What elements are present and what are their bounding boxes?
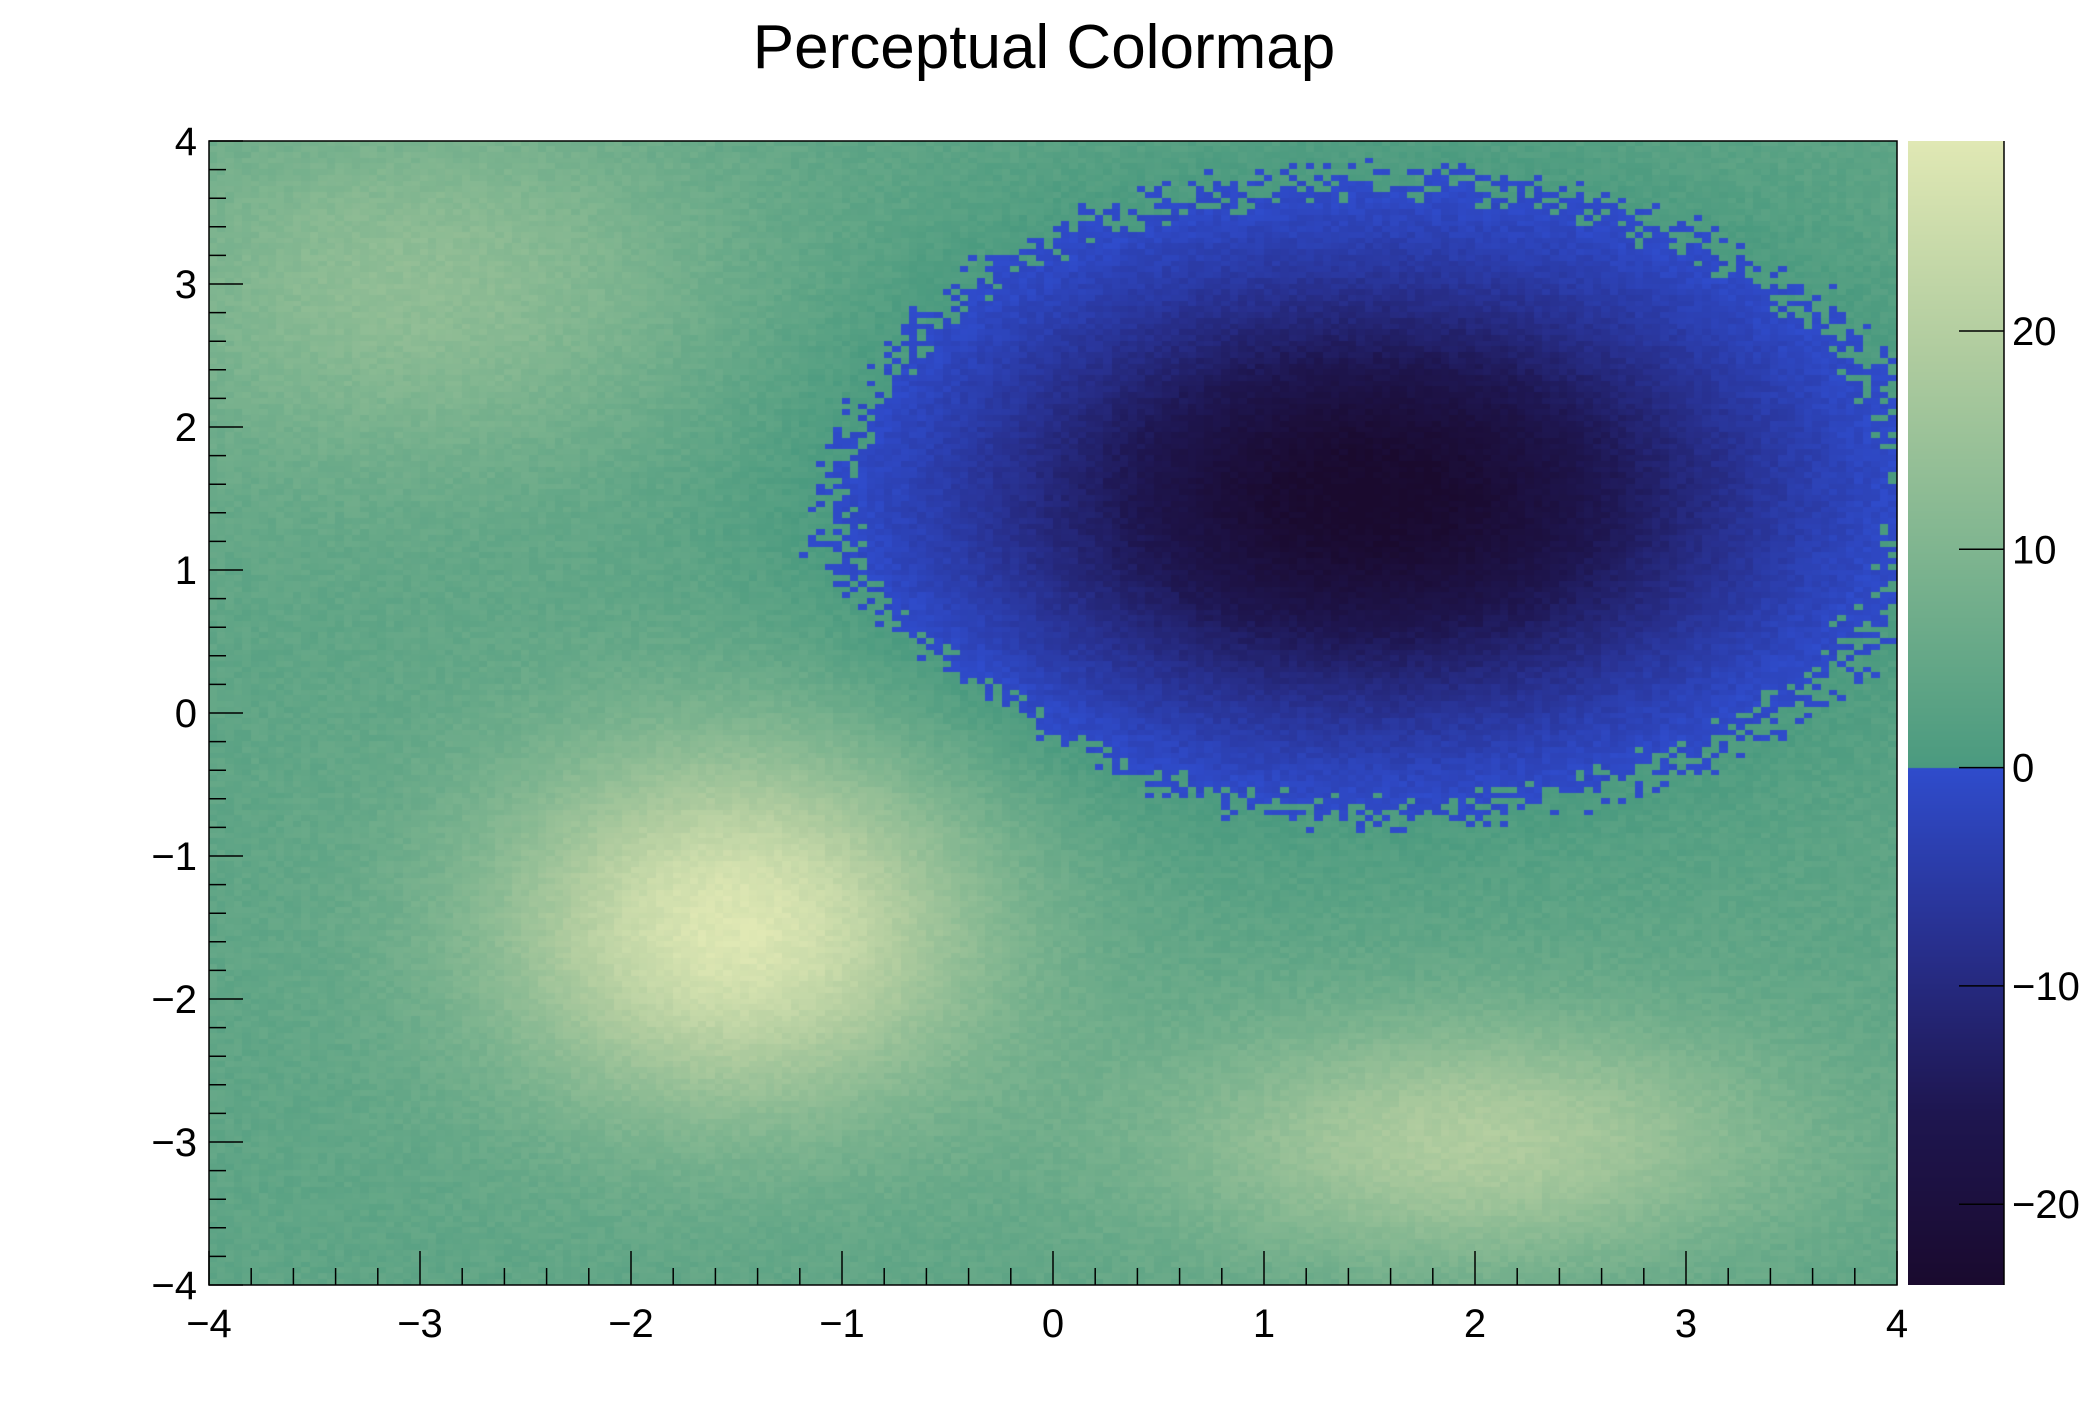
y-tick-label: −2	[151, 978, 197, 1022]
x-tick-label: 4	[1886, 1302, 1908, 1346]
colorbar-tick-label: −10	[2012, 965, 2080, 1009]
y-tick-label: 4	[175, 120, 197, 164]
x-tick-label: −3	[397, 1302, 443, 1346]
x-tick-label: 1	[1253, 1302, 1275, 1346]
chart-title: Perceptual Colormap	[752, 13, 1336, 82]
x-tick-label: 3	[1675, 1302, 1697, 1346]
y-tick-label: 3	[175, 263, 197, 307]
x-tick-label: 2	[1464, 1302, 1486, 1346]
x-tick-label: 0	[1042, 1302, 1064, 1346]
y-tick-label: −4	[151, 1264, 197, 1308]
colorbar-tick-label: 0	[2012, 747, 2034, 791]
heatmap-cells	[209, 141, 1897, 1285]
x-tick-label: −1	[819, 1302, 865, 1346]
y-tick-label: 1	[175, 549, 197, 593]
colorbar-tick-label: 10	[2012, 528, 2057, 572]
x-tick-label: −4	[186, 1302, 232, 1346]
y-tick-label: −3	[151, 1121, 197, 1165]
x-tick-label: −2	[608, 1302, 654, 1346]
colorbar-tick-label: −20	[2012, 1183, 2080, 1227]
y-tick-label: −1	[151, 835, 197, 879]
colorbar-tick-label: 20	[2012, 310, 2057, 354]
y-tick-label: 0	[175, 692, 197, 736]
plot-frame	[208, 140, 1898, 1286]
y-tick-label: 2	[175, 406, 197, 450]
